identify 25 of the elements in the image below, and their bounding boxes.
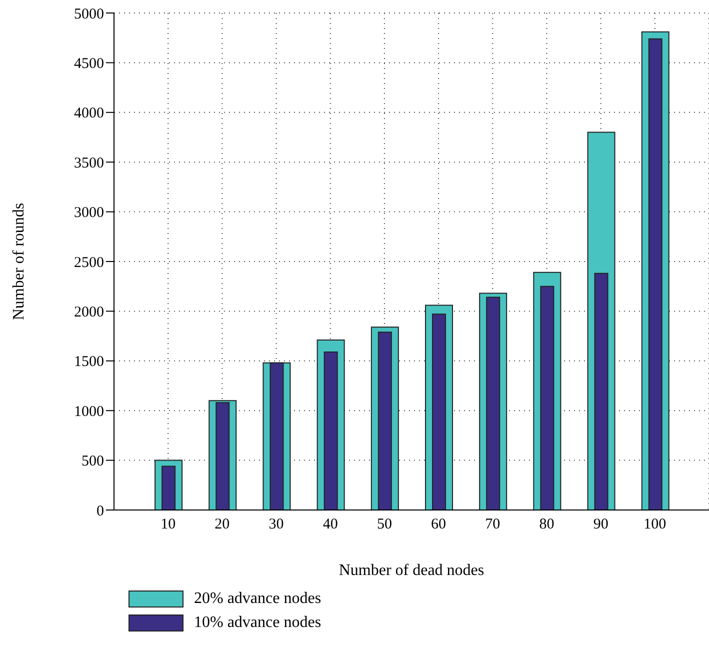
x-tick-label: 50: [376, 516, 392, 533]
y-axis-title: Number of rounds: [10, 202, 28, 320]
y-tick-label: 0: [96, 503, 104, 520]
x-tick-label: 70: [485, 516, 500, 533]
y-tick-label: 1500: [74, 354, 104, 370]
y-tick-label: 4500: [74, 56, 104, 72]
y-tick-label: 500: [82, 454, 104, 470]
y-tick-label: 4000: [74, 106, 104, 122]
x-tick-label: 10: [160, 516, 176, 533]
x-axis-title: Number of dead nodes: [338, 562, 484, 579]
y-tick-label: 1000: [74, 404, 104, 420]
legend-label: 10% advance nodes: [194, 614, 322, 632]
x-tick-label: 80: [539, 516, 554, 533]
x-tick-label: 40: [322, 516, 338, 533]
y-tick-label: 2500: [74, 254, 104, 271]
x-tick-label: 90: [593, 516, 608, 533]
y-tick-label: 3500: [74, 155, 104, 172]
y-tick-label: 2000: [74, 304, 104, 321]
y-tick-label: 5000: [74, 6, 104, 22]
x-tick-label: 20: [214, 516, 230, 533]
x-tick-label: 60: [431, 516, 446, 533]
legend-label: 20% advance nodes: [194, 590, 322, 608]
x-tick-label: 100: [644, 516, 666, 533]
y-tick-label: 3000: [74, 205, 104, 222]
x-tick-label: 30: [268, 516, 284, 533]
